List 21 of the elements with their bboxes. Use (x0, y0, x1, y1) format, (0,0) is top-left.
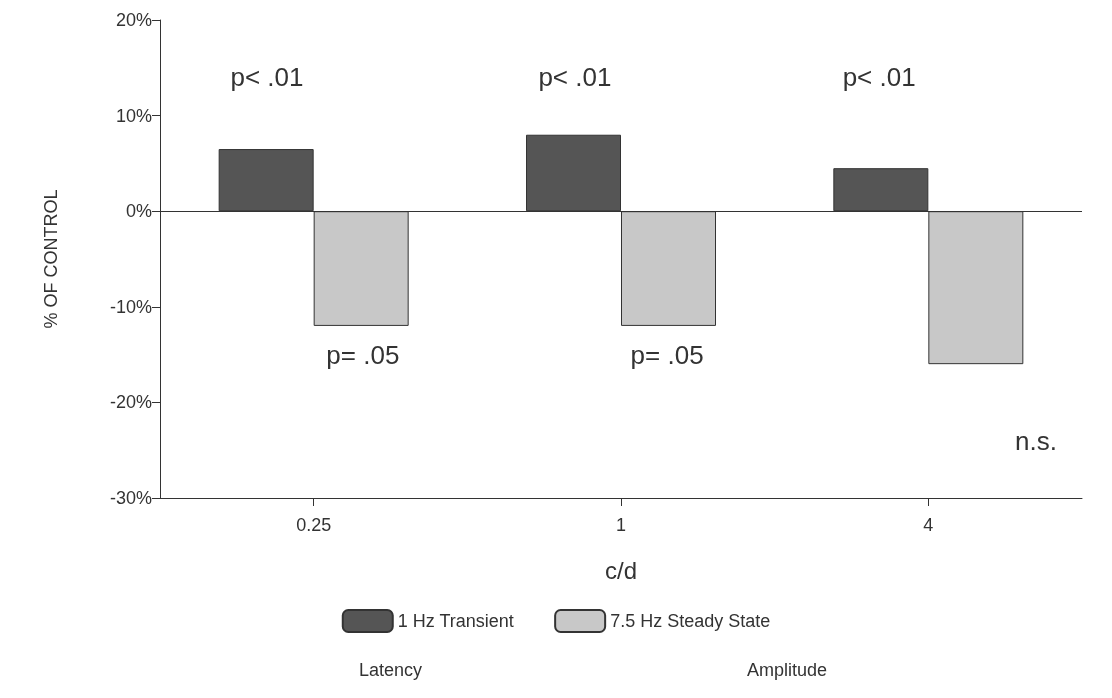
y-tick-label: 10% (115, 105, 152, 126)
annotation: p= .05 (630, 339, 704, 370)
annotation: p< .01 (538, 62, 612, 93)
text: Latency (358, 660, 423, 681)
annotation: n.s. (1014, 425, 1057, 456)
legend-label: 7.5 Hz Steady State (610, 611, 771, 631)
annotation: p= .05 (326, 339, 400, 370)
legend-label: 1 Hz Transient (397, 611, 514, 631)
x-axis-title: c/d (604, 556, 638, 584)
y-axis-title: % OF CONTROL (41, 189, 61, 329)
annotation: p< .01 (842, 62, 916, 93)
y-tick-label: 20% (115, 10, 152, 30)
x-tick-label: 1 (615, 515, 627, 535)
text: Amplitude (746, 660, 827, 681)
y-tick-label: -20% (109, 392, 152, 413)
y-tick-label: -10% (109, 296, 152, 317)
x-tick-label: 4 (923, 515, 934, 535)
y-tick-label: 0% (125, 201, 152, 222)
y-tick-label: -30% (109, 488, 152, 508)
x-tick-label: 0.25 (296, 515, 332, 535)
annotation: p< .01 (230, 62, 304, 93)
